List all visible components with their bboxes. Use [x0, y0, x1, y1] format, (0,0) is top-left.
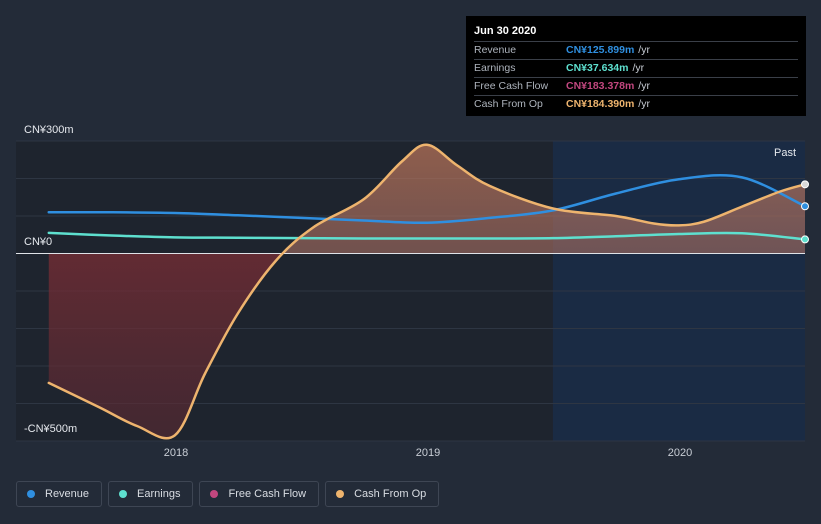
tooltip-row-cash-from-op: Cash From Op CN¥184.390m /yr [474, 96, 798, 113]
x-tick-2020: 2020 [667, 447, 693, 459]
tooltip-unit: /yr [638, 80, 650, 92]
legend-item-revenue[interactable]: Revenue [16, 481, 103, 507]
legend-dot-icon [27, 490, 35, 498]
legend-dot-icon [336, 490, 345, 498]
past-region-label: Past [774, 147, 797, 159]
tooltip-label: Cash From Op [474, 98, 543, 110]
tooltip-label: Free Cash Flow [474, 80, 549, 92]
tooltip-row-free-cash-flow: Free Cash Flow CN¥183.378m /yr [474, 78, 798, 96]
tooltip-label: Earnings [474, 62, 516, 74]
y-tick-0: CN¥0 [24, 236, 53, 248]
earnings-endpoint [801, 235, 809, 244]
cash-from-op-negative-area [48, 253, 805, 439]
tooltip-label: Revenue [474, 44, 517, 56]
x-tick-2018: 2018 [163, 447, 189, 459]
cash-from-op-endpoint [801, 180, 809, 189]
cash-from-op-positive-area [48, 144, 805, 254]
tooltip-value: CN¥125.899m [566, 44, 635, 56]
tooltip-unit: /yr [632, 62, 645, 74]
y-tick-300m: CN¥300m [24, 124, 74, 136]
revenue-endpoint [801, 202, 809, 211]
cash-from-op-line [47, 143, 807, 440]
legend-dot-icon [119, 490, 128, 498]
chart-legend: Revenue Earnings Free Cash Flow Cash Fro… [16, 481, 440, 507]
revenue-line [47, 174, 807, 225]
tooltip-row-revenue: Revenue CN¥125.899m /yr [474, 42, 798, 60]
legend-dot-icon [210, 490, 219, 498]
y-tick-minus-500m: -CN¥500m [24, 423, 78, 435]
legend-label: Earnings [137, 488, 181, 500]
legend-label: Cash From Op [354, 488, 427, 500]
tooltip-unit: /yr [638, 98, 650, 110]
legend-item-cash-from-op[interactable]: Cash From Op [325, 481, 440, 507]
tooltip-unit: /yr [638, 44, 650, 56]
tooltip-row-earnings: Earnings CN¥37.634m /yr [474, 60, 798, 78]
tooltip-panel: Jun 30 2020 Revenue CN¥125.899m /yr Earn… [466, 16, 806, 116]
legend-item-free-cash-flow[interactable]: Free Cash Flow [199, 481, 320, 507]
tooltip-date: Jun 30 2020 [474, 24, 798, 42]
tooltip-value: CN¥37.634m [566, 62, 629, 74]
legend-label: Revenue [45, 488, 90, 500]
legend-label: Free Cash Flow [228, 488, 307, 500]
x-tick-2019: 2019 [415, 447, 441, 459]
tooltip-value: CN¥183.378m [566, 80, 635, 92]
legend-item-earnings[interactable]: Earnings [108, 481, 194, 507]
tooltip-value: CN¥184.390m [566, 98, 635, 110]
earnings-line [47, 231, 807, 241]
